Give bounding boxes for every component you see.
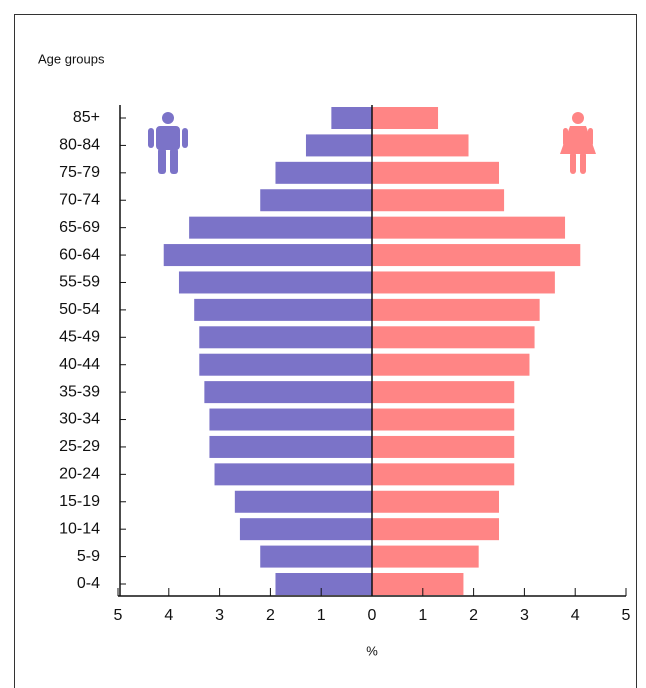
bar	[372, 161, 499, 184]
x-tick-label: 5	[114, 607, 123, 624]
bar	[214, 463, 372, 486]
bar	[372, 518, 499, 541]
x-tick-label: 1	[317, 607, 326, 624]
y-tick-label: 85+	[73, 109, 100, 126]
y-tick-label: 35-39	[59, 383, 100, 400]
y-tick-label: 0-4	[77, 575, 100, 592]
x-axis-title: %	[366, 643, 378, 658]
frame	[14, 14, 637, 688]
bar	[163, 244, 372, 267]
bar	[204, 381, 372, 404]
y-tick-label: 45-49	[59, 329, 100, 346]
bar	[372, 573, 464, 595]
x-tick-label: 5	[622, 607, 631, 624]
y-tick-label: 15-19	[59, 493, 100, 510]
y-tick-label: 70-74	[59, 191, 100, 208]
y-tick-label: 55-59	[59, 274, 100, 291]
x-tick-label: 4	[164, 607, 173, 624]
bar	[372, 244, 581, 267]
x-tick-label: 2	[266, 607, 275, 624]
bar	[178, 271, 372, 294]
y-tick-label: 75-79	[59, 164, 100, 181]
bar	[209, 408, 372, 431]
bar	[372, 353, 530, 376]
bar	[260, 545, 372, 568]
bar	[260, 189, 372, 212]
bar	[372, 271, 555, 294]
y-tick-label: 50-54	[59, 301, 100, 318]
x-tick-label: 1	[418, 607, 427, 624]
bar	[372, 545, 479, 568]
y-tick-label: 60-64	[59, 246, 100, 263]
y-tick-label: 25-29	[59, 438, 100, 455]
bar	[372, 134, 469, 157]
bar	[372, 435, 515, 458]
x-tick-label: 3	[520, 607, 529, 624]
y-tick-label: 5-9	[77, 548, 100, 565]
bar	[194, 298, 372, 321]
x-tick-label: 2	[469, 607, 478, 624]
bar	[199, 353, 372, 376]
bar	[372, 298, 540, 321]
y-tick-label: 20-24	[59, 466, 100, 483]
bar	[372, 381, 515, 404]
y-axis-title: Age groups	[38, 51, 105, 66]
bar	[372, 463, 515, 486]
x-tick-label: 3	[215, 607, 224, 624]
bar	[372, 107, 439, 129]
bar	[372, 216, 566, 239]
bar	[331, 107, 372, 129]
bar	[189, 216, 372, 239]
bar	[275, 573, 372, 595]
y-tick-label: 30-34	[59, 411, 100, 428]
y-tick-label: 65-69	[59, 219, 100, 236]
male-icon	[148, 112, 188, 174]
bar	[372, 408, 515, 431]
bar	[372, 189, 505, 212]
bar	[199, 326, 372, 349]
y-tick-label: 10-14	[59, 520, 100, 537]
bar	[372, 326, 535, 349]
bar	[372, 490, 499, 513]
x-tick-label: 0	[368, 607, 377, 624]
female-icon	[560, 112, 596, 174]
bar	[275, 161, 372, 184]
bar	[239, 518, 372, 541]
bar	[234, 490, 372, 513]
bar	[209, 435, 372, 458]
bar	[305, 134, 372, 157]
y-tick-label: 80-84	[59, 137, 100, 154]
y-tick-label: 40-44	[59, 356, 100, 373]
x-tick-label: 4	[571, 607, 580, 624]
